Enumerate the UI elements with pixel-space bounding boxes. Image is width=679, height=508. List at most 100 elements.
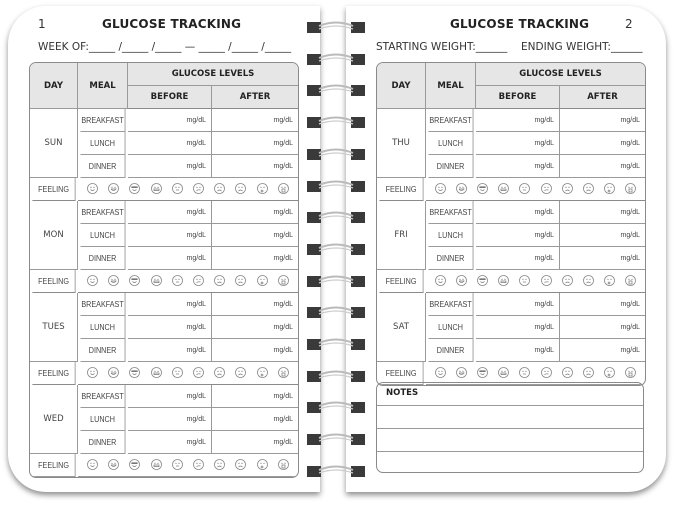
after-input[interactable]: mg/dL — [560, 132, 645, 155]
after-input[interactable]: mg/dL — [212, 408, 298, 431]
before-input[interactable]: mg/dL — [128, 132, 212, 155]
before-input[interactable]: mg/dL — [128, 109, 212, 132]
confused-icon[interactable] — [540, 274, 552, 288]
after-input[interactable]: mg/dL — [560, 201, 645, 224]
before-input[interactable]: mg/dL — [476, 109, 560, 132]
big-grin-icon[interactable] — [150, 274, 162, 288]
before-input[interactable]: mg/dL — [128, 201, 212, 224]
smile-icon[interactable] — [87, 366, 98, 380]
neutral-icon[interactable] — [519, 366, 531, 380]
cool-sunglasses-icon[interactable] — [129, 274, 141, 288]
grin-icon[interactable] — [456, 182, 468, 196]
smile-icon[interactable] — [435, 182, 446, 196]
frown-icon[interactable] — [582, 182, 594, 196]
cool-sunglasses-icon[interactable] — [129, 182, 141, 196]
frown-icon[interactable] — [235, 458, 247, 472]
surprised-icon[interactable] — [256, 182, 268, 196]
before-input[interactable]: mg/dL — [476, 155, 560, 178]
after-input[interactable]: mg/dL — [560, 247, 645, 270]
big-grin-icon[interactable] — [150, 366, 162, 380]
after-input[interactable]: mg/dL — [560, 224, 645, 247]
confused-icon[interactable] — [193, 366, 204, 380]
before-input[interactable]: mg/dL — [128, 247, 212, 270]
big-grin-icon[interactable] — [150, 182, 162, 196]
frown-icon[interactable] — [582, 274, 594, 288]
after-input[interactable]: mg/dL — [212, 385, 298, 408]
big-grin-icon[interactable] — [498, 366, 510, 380]
smile-icon[interactable] — [87, 182, 98, 196]
before-input[interactable]: mg/dL — [476, 339, 560, 362]
grin-icon[interactable] — [456, 274, 468, 288]
smile-icon[interactable] — [435, 366, 446, 380]
sad-icon[interactable] — [561, 366, 573, 380]
sad-icon[interactable] — [214, 458, 226, 472]
crying-icon[interactable] — [624, 274, 636, 288]
cool-sunglasses-icon[interactable] — [477, 366, 489, 380]
notes-line[interactable] — [377, 429, 643, 452]
cool-sunglasses-icon[interactable] — [129, 458, 141, 472]
after-input[interactable]: mg/dL — [212, 201, 298, 224]
big-grin-icon[interactable] — [498, 274, 510, 288]
before-input[interactable]: mg/dL — [476, 247, 560, 270]
grin-icon[interactable] — [108, 366, 120, 380]
before-input[interactable]: mg/dL — [476, 293, 560, 316]
after-input[interactable]: mg/dL — [560, 316, 645, 339]
sad-icon[interactable] — [214, 274, 226, 288]
frown-icon[interactable] — [582, 366, 594, 380]
after-input[interactable]: mg/dL — [560, 155, 645, 178]
after-input[interactable]: mg/dL — [212, 293, 298, 316]
confused-icon[interactable] — [193, 458, 204, 472]
notes-box[interactable]: NOTES — [376, 382, 644, 473]
surprised-icon[interactable] — [256, 366, 268, 380]
sad-icon[interactable] — [214, 182, 226, 196]
before-input[interactable]: mg/dL — [128, 431, 212, 454]
grin-icon[interactable] — [108, 182, 120, 196]
surprised-icon[interactable] — [603, 182, 615, 196]
before-input[interactable]: mg/dL — [476, 132, 560, 155]
before-input[interactable]: mg/dL — [128, 408, 212, 431]
after-input[interactable]: mg/dL — [212, 316, 298, 339]
after-input[interactable]: mg/dL — [212, 132, 298, 155]
before-input[interactable]: mg/dL — [128, 339, 212, 362]
frown-icon[interactable] — [235, 182, 247, 196]
neutral-icon[interactable] — [171, 274, 183, 288]
crying-icon[interactable] — [277, 274, 289, 288]
grin-icon[interactable] — [108, 458, 120, 472]
after-input[interactable]: mg/dL — [212, 224, 298, 247]
grin-icon[interactable] — [108, 274, 120, 288]
notes-line[interactable] — [377, 406, 643, 429]
after-input[interactable]: mg/dL — [212, 109, 298, 132]
cool-sunglasses-icon[interactable] — [477, 274, 489, 288]
after-input[interactable]: mg/dL — [212, 339, 298, 362]
before-input[interactable]: mg/dL — [128, 293, 212, 316]
smile-icon[interactable] — [87, 274, 98, 288]
crying-icon[interactable] — [277, 182, 289, 196]
before-input[interactable]: mg/dL — [128, 385, 212, 408]
after-input[interactable]: mg/dL — [560, 339, 645, 362]
after-input[interactable]: mg/dL — [212, 155, 298, 178]
after-input[interactable]: mg/dL — [560, 109, 645, 132]
frown-icon[interactable] — [235, 366, 247, 380]
big-grin-icon[interactable] — [498, 182, 510, 196]
neutral-icon[interactable] — [171, 182, 183, 196]
surprised-icon[interactable] — [603, 366, 615, 380]
crying-icon[interactable] — [277, 366, 289, 380]
cool-sunglasses-icon[interactable] — [477, 182, 489, 196]
after-input[interactable]: mg/dL — [560, 293, 645, 316]
sad-icon[interactable] — [561, 182, 573, 196]
smile-icon[interactable] — [87, 458, 98, 472]
before-input[interactable]: mg/dL — [128, 155, 212, 178]
neutral-icon[interactable] — [519, 274, 531, 288]
ending-weight-field[interactable]: ENDING WEIGHT:______ — [521, 41, 643, 53]
before-input[interactable]: mg/dL — [476, 316, 560, 339]
grin-icon[interactable] — [456, 366, 468, 380]
confused-icon[interactable] — [193, 274, 204, 288]
after-input[interactable]: mg/dL — [212, 431, 298, 454]
neutral-icon[interactable] — [171, 458, 183, 472]
week-of-field[interactable]: WEEK OF:_____ /_____ /_____ — _____ /___… — [38, 41, 292, 53]
starting-weight-field[interactable]: STARTING WEIGHT:______ — [376, 41, 508, 53]
cool-sunglasses-icon[interactable] — [129, 366, 141, 380]
neutral-icon[interactable] — [519, 182, 531, 196]
crying-icon[interactable] — [277, 458, 289, 472]
before-input[interactable]: mg/dL — [476, 224, 560, 247]
